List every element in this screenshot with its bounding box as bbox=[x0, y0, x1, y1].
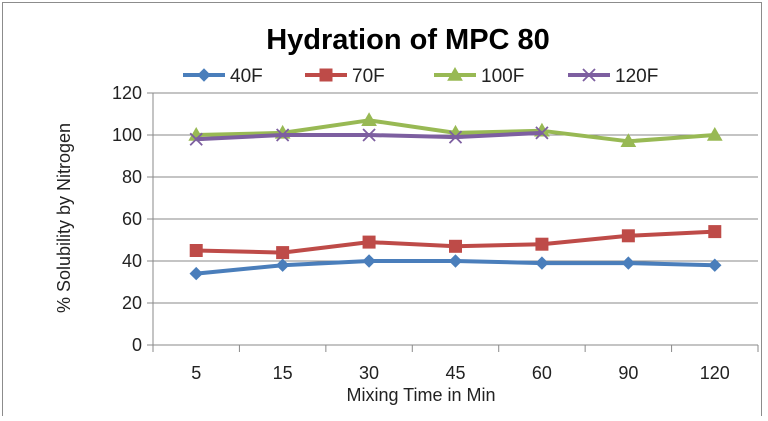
data-point-120F bbox=[362, 128, 376, 142]
x-tick-label: 120 bbox=[700, 363, 730, 383]
gridlines bbox=[153, 92, 758, 304]
y-tick-label: 100 bbox=[112, 125, 142, 145]
y-tick-label: 20 bbox=[122, 293, 142, 313]
series-group bbox=[188, 112, 723, 281]
data-point-70F bbox=[189, 244, 203, 257]
y-tick-label: 0 bbox=[132, 335, 142, 355]
x-axis-label: Mixing Time in Min bbox=[346, 385, 495, 405]
x-tick-labels: 5 15 30 45 60 90 120 bbox=[191, 363, 730, 383]
y-tick-labels: 0 20 40 60 80 100 120 bbox=[112, 83, 142, 355]
legend-label-40F: 40F bbox=[230, 66, 263, 87]
x-tick-label: 45 bbox=[445, 363, 465, 383]
data-point-70F bbox=[535, 237, 549, 251]
data-point-120F bbox=[189, 132, 203, 146]
legend: 40F 70F 100F 120F bbox=[183, 66, 658, 87]
y-tick-label: 80 bbox=[122, 167, 142, 187]
legend-label-120F: 120F bbox=[615, 66, 658, 87]
legend-marker-120F bbox=[582, 68, 596, 82]
line-chart: Hydration of MPC 80 40F 70F 100F 120F 0 20 40… bbox=[54, 24, 759, 405]
legend-marker-70F bbox=[319, 68, 333, 82]
data-point-40F bbox=[621, 256, 636, 270]
y-tick-label: 40 bbox=[122, 251, 142, 271]
legend-marker-40F bbox=[197, 68, 211, 82]
y-tick-label: 120 bbox=[112, 83, 142, 103]
data-point-70F bbox=[276, 246, 290, 260]
data-point-120F bbox=[448, 130, 463, 144]
data-point-70F bbox=[449, 239, 462, 253]
y-axis-label: % Solubility by Nitrogen bbox=[54, 123, 74, 313]
data-point-120F bbox=[535, 126, 549, 140]
y-tick-label: 60 bbox=[122, 209, 142, 229]
data-point-40F bbox=[448, 254, 463, 268]
legend-label-70F: 70F bbox=[352, 66, 385, 87]
data-point-100F bbox=[361, 112, 377, 127]
legend-label-100F: 100F bbox=[481, 66, 524, 87]
data-point-70F bbox=[362, 235, 376, 249]
axes bbox=[147, 92, 759, 352]
x-tick-label: 60 bbox=[532, 363, 552, 383]
data-point-40F bbox=[275, 258, 290, 272]
x-tick-label: 5 bbox=[191, 363, 201, 383]
data-point-40F bbox=[535, 256, 549, 270]
chart-frame: Hydration of MPC 80 40F 70F 100F 120F 0 20 40… bbox=[2, 2, 762, 416]
legend-marker-100F bbox=[447, 66, 463, 81]
data-point-100F bbox=[706, 126, 723, 141]
chart-title: Hydration of MPC 80 bbox=[266, 24, 550, 56]
x-tick-label: 90 bbox=[618, 363, 638, 383]
data-point-70F bbox=[621, 229, 635, 243]
data-point-40F bbox=[708, 258, 722, 272]
x-tick-label: 15 bbox=[273, 363, 293, 383]
data-point-70F bbox=[708, 225, 722, 239]
data-point-40F bbox=[362, 254, 376, 268]
data-point-40F bbox=[189, 266, 203, 281]
data-point-100F bbox=[620, 133, 637, 148]
data-point-120F bbox=[276, 128, 290, 142]
x-tick-label: 30 bbox=[359, 363, 379, 383]
